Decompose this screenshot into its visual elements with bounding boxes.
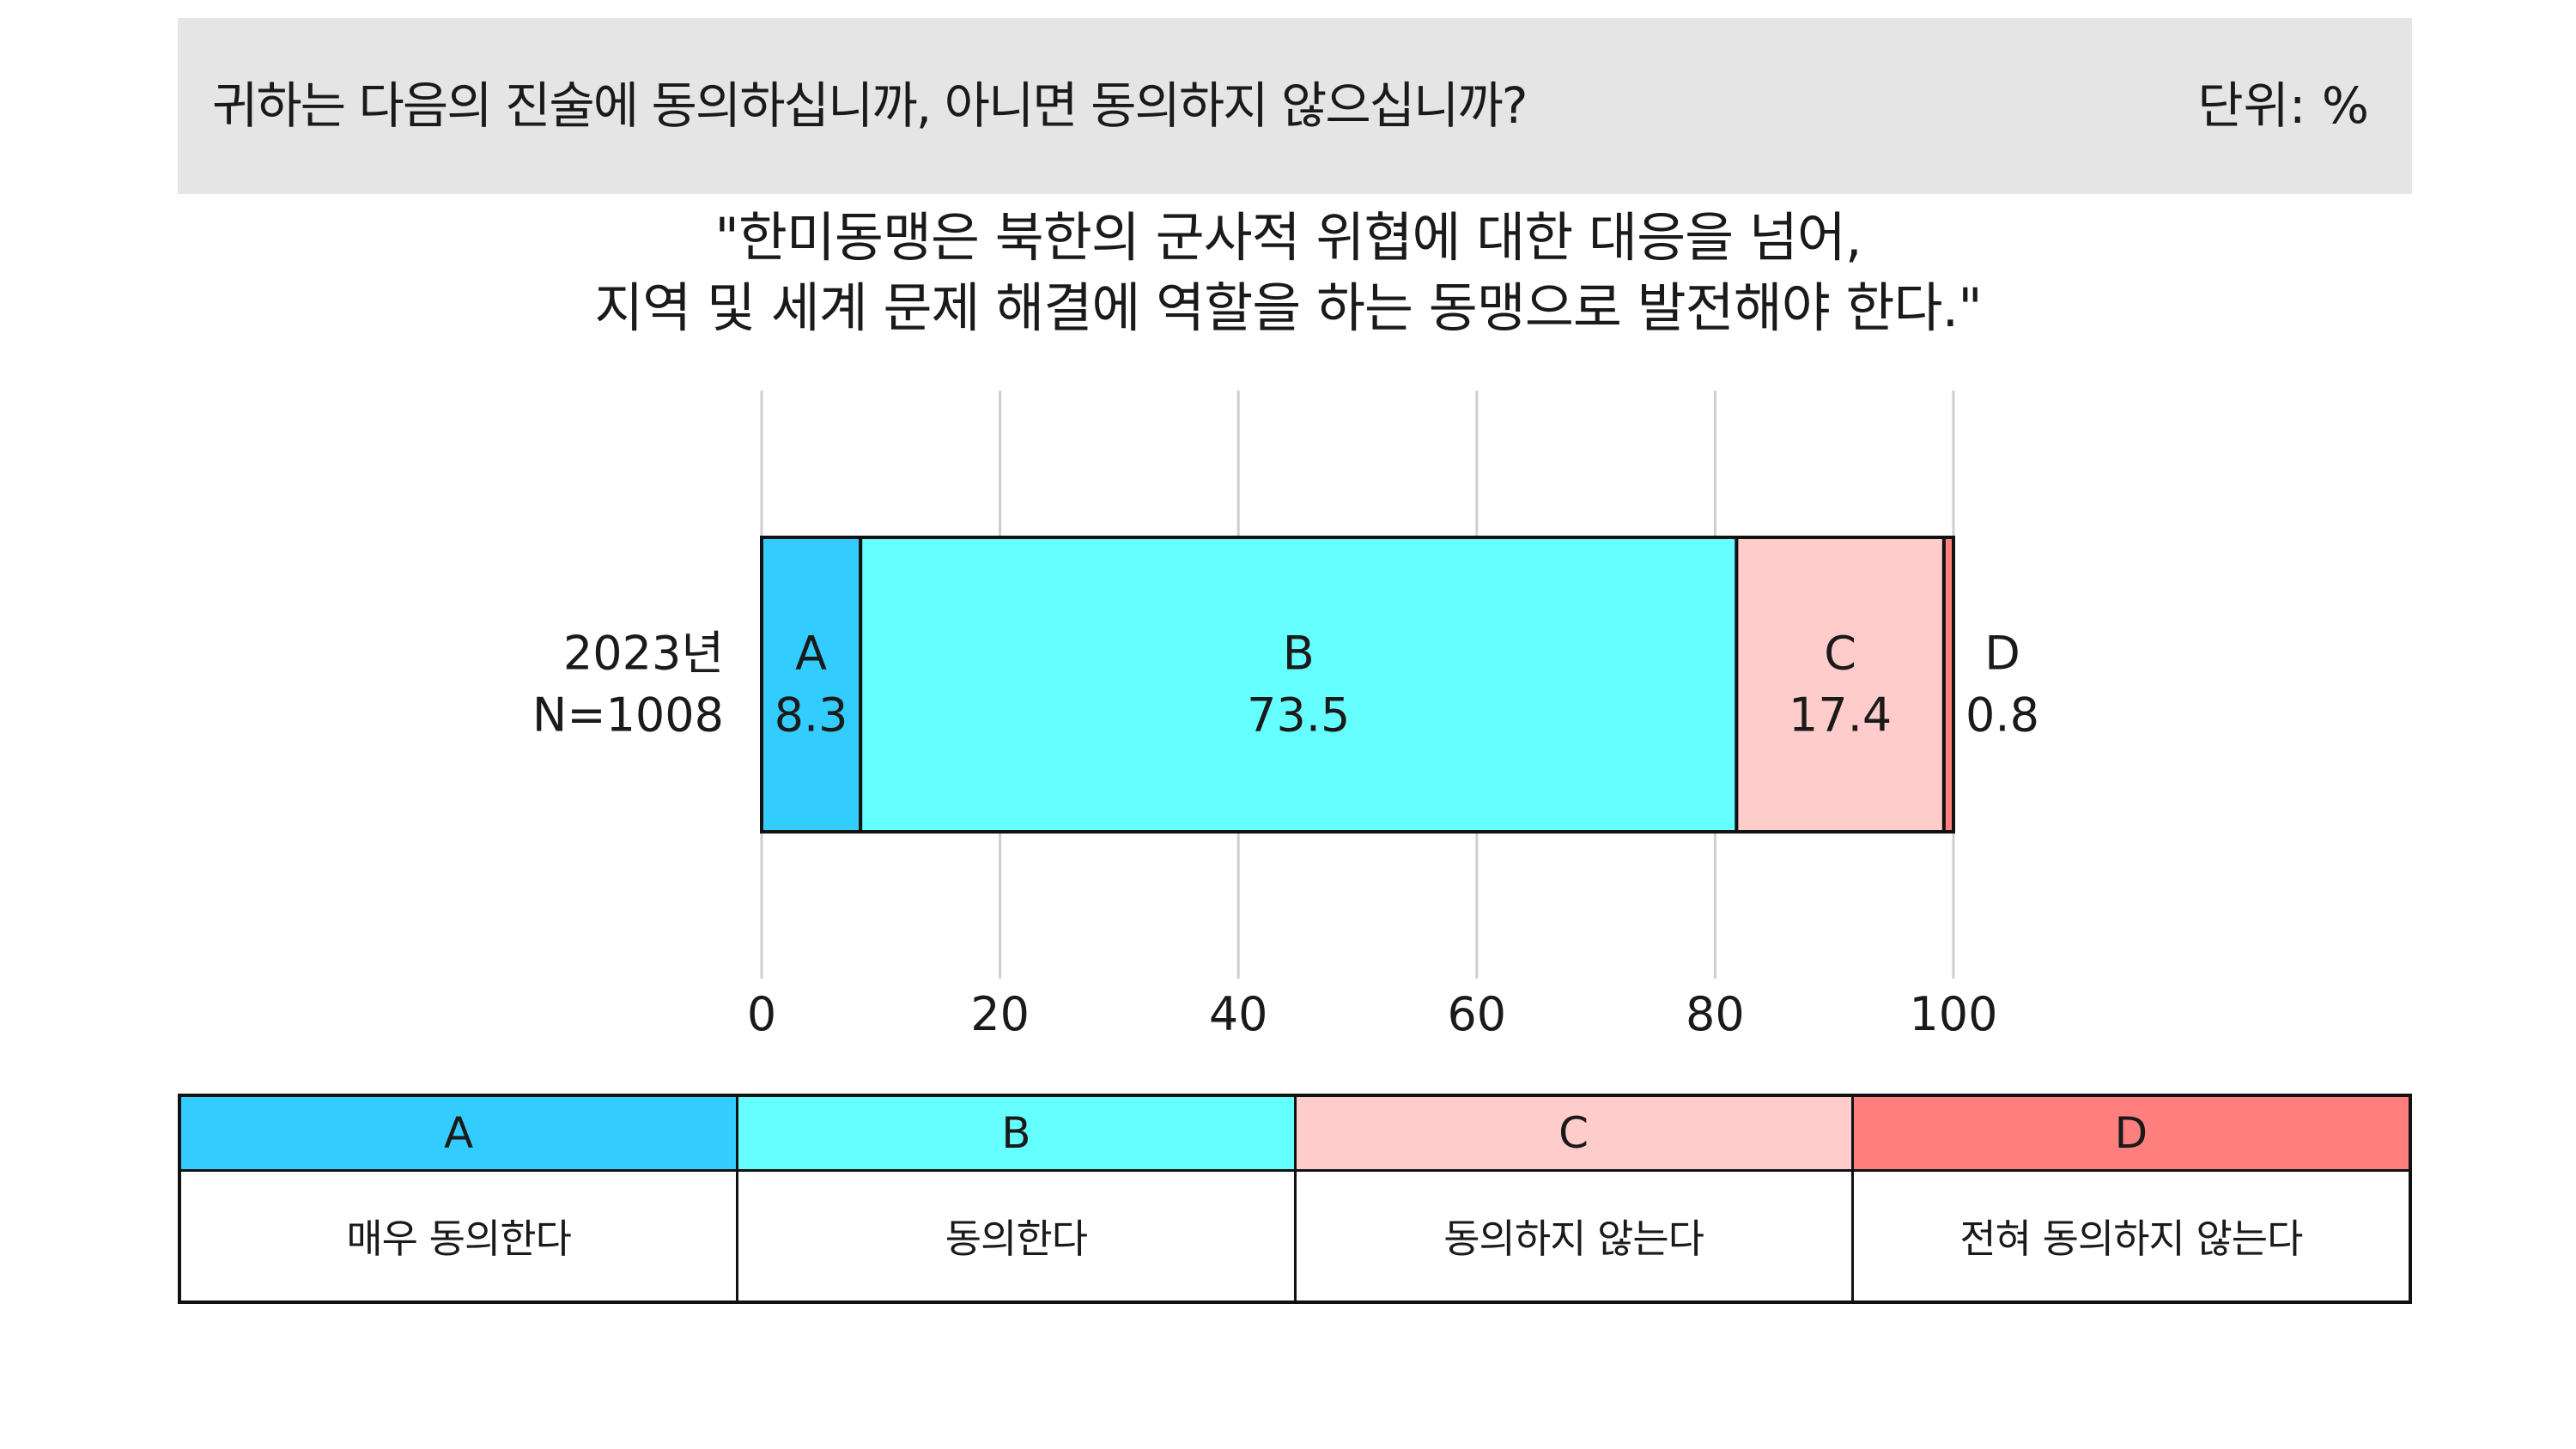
segment-key-label: A [795, 627, 827, 681]
data-label: 73.5 [1247, 688, 1350, 743]
data-label: 0.8 [1965, 688, 2039, 743]
question-text: 귀하는 다음의 진술에 동의하십니까, 아니면 동의하지 않으십니까? [212, 76, 1528, 135]
legend-key-b: B [738, 1097, 1294, 1172]
x-tick-label: 20 [970, 987, 1030, 1041]
legend-label-a: 매우 동의한다 [346, 1216, 572, 1262]
bar-segment-c [1735, 536, 1946, 834]
x-tick-label: 40 [1209, 987, 1268, 1041]
unit-label: 단위: % [2197, 76, 2369, 135]
data-label: 8.3 [775, 688, 848, 743]
bar-segment-a [760, 536, 863, 834]
legend-item-a: A 매우 동의한다 [181, 1097, 739, 1300]
legend-table: A 매우 동의한다 B 동의한다 C 동의하지 않는다 D 전혀 동의하지 않는… [178, 1094, 2412, 1304]
legend-key-a: A [181, 1097, 737, 1172]
legend-label-b: 동의한다 [945, 1216, 1088, 1262]
question-header: 귀하는 다음의 진술에 동의하십니까, 아니면 동의하지 않으십니까? 단위: … [178, 18, 2412, 194]
segment-key-label: D [1984, 627, 2020, 681]
legend-item-d: D 전혀 동의하지 않는다 [1853, 1097, 2409, 1300]
bar-segment-b [859, 536, 1739, 834]
category-label: N=1008 [532, 688, 724, 743]
x-tick-label: 80 [1686, 987, 1745, 1041]
legend-item-b: B 동의한다 [738, 1097, 1297, 1300]
stacked-bar-chart: 0 20 40 60 80 100 2023년 N=1008 A 8.3 B 73.5 C 17.4 D 0.… [532, 391, 2039, 1041]
statement-line-1: "한미동맹은 북한의 군사적 위협에 대한 대응을 넘어, [714, 206, 1862, 269]
statement: "한미동맹은 북한의 군사적 위협에 대한 대응을 넘어, 지역 및 세계 문제… [0, 203, 2576, 343]
category-label: 2023년 [563, 627, 724, 681]
legend-label-d: 전혀 동의하지 않는다 [1959, 1216, 2303, 1262]
x-tick-label: 100 [1909, 987, 1997, 1041]
legend-item-c: C 동의하지 않는다 [1296, 1097, 1854, 1300]
legend-key-c: C [1296, 1097, 1851, 1172]
bar-segment-d [1941, 536, 1955, 834]
legend-key-d: D [1853, 1097, 2409, 1172]
x-tick-label: 60 [1447, 987, 1506, 1041]
segment-key-label: C [1824, 627, 1856, 681]
legend-label-c: 동의하지 않는다 [1443, 1216, 1704, 1262]
x-tick-label: 0 [747, 987, 776, 1041]
segment-key-label: B [1283, 627, 1315, 681]
statement-line-2: 지역 및 세계 문제 해결에 역할을 하는 동맹으로 발전해야 한다." [594, 276, 1983, 339]
data-label: 17.4 [1789, 688, 1892, 743]
